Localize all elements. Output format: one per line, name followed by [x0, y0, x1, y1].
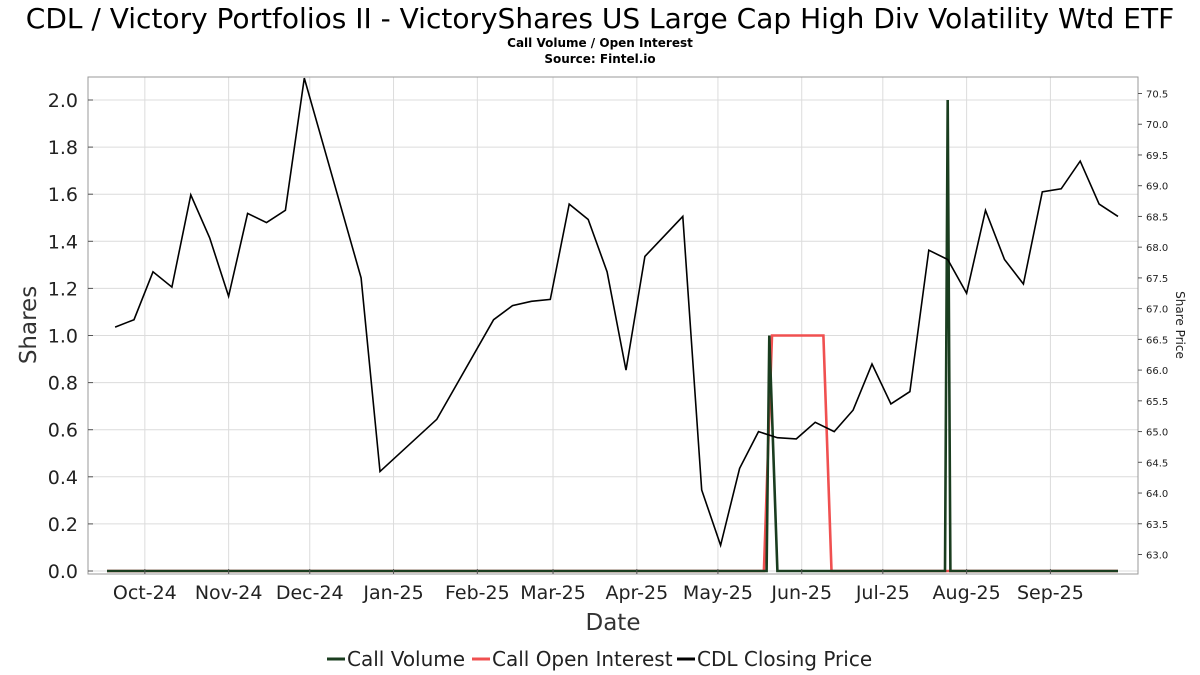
x-tick-label: Jan-25	[362, 582, 423, 604]
y-tick-label: 1.4	[48, 231, 78, 253]
y-tick-label: 1.2	[48, 278, 78, 300]
series-lines	[107, 77, 1119, 573]
y-tick-label: 2.0	[48, 90, 78, 112]
y-tick-label: 0.4	[48, 467, 78, 489]
x-axis: Oct-24 Nov-24 Dec-24 Jan-25 Feb-25 Mar-25 Apr-…	[113, 569, 1084, 604]
legend-label-call-volume: Call Volume	[347, 647, 465, 671]
chart-title: CDL / Victory Portfolios II - VictorySha…	[25, 2, 1175, 35]
y2-tick-label: 65.5	[1146, 397, 1168, 408]
y-tick-label: 0.0	[48, 561, 78, 583]
x-tick-label: Sep-25	[1017, 582, 1084, 604]
y2-tick-label: 68.0	[1146, 243, 1168, 254]
y2-tick-label: 65.0	[1146, 428, 1168, 439]
x-tick-label: Nov-24	[195, 582, 263, 604]
y-tick-label: 0.2	[48, 514, 78, 536]
y-tick-label: 0.6	[48, 420, 78, 442]
chart-subtitle: Call Volume / Open Interest	[507, 36, 693, 50]
right-axis: 63.0 63.5 64.0 64.5 65.0 65.5 66.0 66.5 67.0 67.5…	[1138, 90, 1168, 562]
y2-tick-label: 70.0	[1146, 120, 1168, 131]
y-axis-title: Shares	[16, 286, 42, 364]
y-tick-label: 0.8	[48, 373, 78, 395]
x-tick-label: Oct-24	[113, 582, 177, 604]
y2-axis-title: Share Price	[1173, 291, 1187, 359]
series-line-cdl-closing-price	[114, 77, 1119, 549]
y2-tick-label: 64.5	[1146, 458, 1168, 469]
series-line-call-volume	[107, 99, 1118, 573]
y-tick-label: 1.6	[48, 184, 78, 206]
chart-source: Source: Fintel.io	[544, 52, 656, 66]
x-tick-label: Apr-25	[605, 582, 668, 604]
y2-tick-label: 69.5	[1146, 151, 1168, 162]
y2-tick-label: 67.5	[1146, 274, 1168, 285]
y-tick-label: 1.8	[48, 137, 78, 159]
x-tick-label: Jul-25	[855, 582, 910, 604]
y2-tick-label: 64.0	[1146, 489, 1168, 500]
y-tick-label: 1.0	[48, 326, 78, 348]
gridlines	[88, 77, 1138, 574]
y2-tick-label: 67.0	[1146, 305, 1168, 316]
plot-area	[87, 76, 1139, 575]
x-tick-label: May-25	[683, 582, 753, 604]
x-tick-label: Jun-25	[770, 582, 832, 604]
legend-label-call-open-interest: Call Open Interest	[492, 647, 673, 671]
y2-tick-label: 66.0	[1146, 366, 1168, 377]
x-tick-label: Dec-24	[276, 582, 344, 604]
legend-label-cdl-closing-price: CDL Closing Price	[697, 647, 872, 671]
x-tick-label: Aug-25	[933, 582, 1001, 604]
y2-tick-label: 68.5	[1146, 212, 1168, 223]
y2-tick-label: 69.0	[1146, 182, 1168, 193]
y2-tick-label: 66.5	[1146, 335, 1168, 346]
x-axis-title: Date	[586, 610, 641, 636]
x-tick-label: Mar-25	[520, 582, 586, 604]
y2-tick-label: 63.5	[1146, 520, 1168, 531]
legend: Call Volume Call Open Interest CDL Closing…	[327, 647, 872, 671]
y2-tick-label: 63.0	[1146, 551, 1168, 562]
y2-tick-label: 70.5	[1146, 90, 1168, 101]
left-axis: 0.0 0.2 0.4 0.6 0.8 1.0 1.2 1.4 1.6 1.8 2.0	[48, 90, 93, 583]
x-tick-label: Feb-25	[445, 582, 510, 604]
